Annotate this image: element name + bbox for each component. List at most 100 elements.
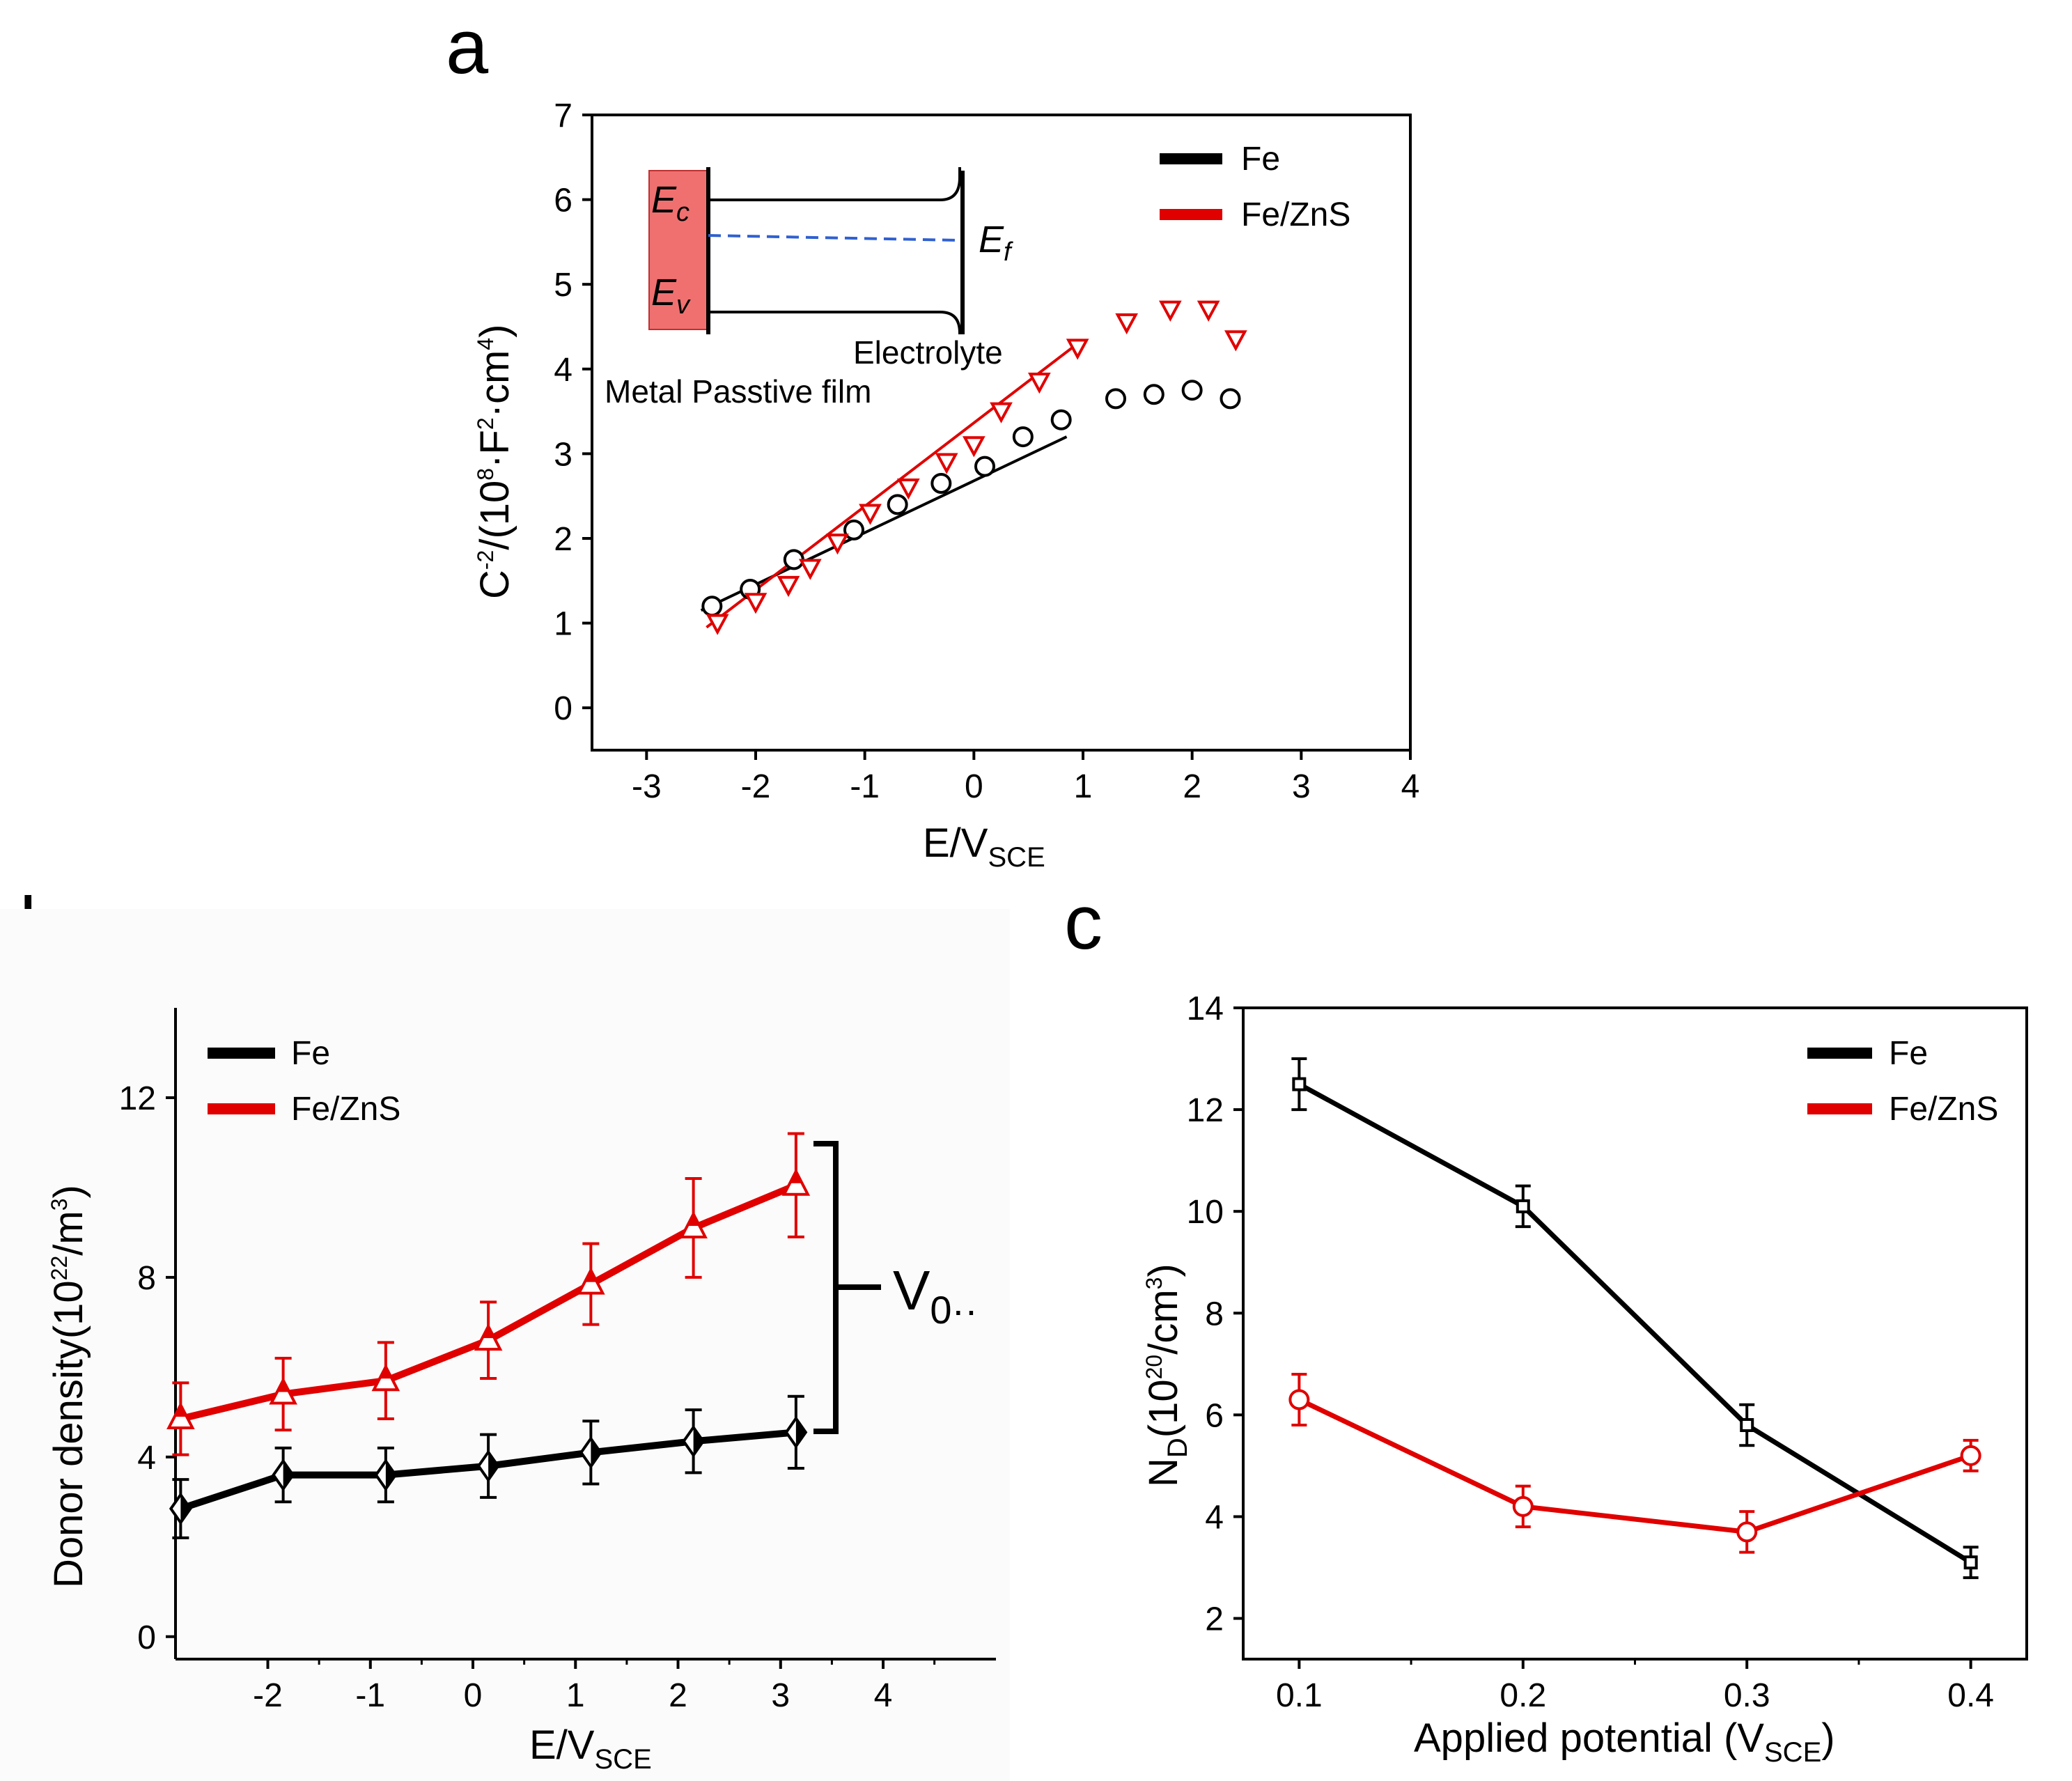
y-tick-label: 4 bbox=[137, 1440, 156, 1477]
y-tick-label: 12 bbox=[1187, 1092, 1224, 1129]
data-point-Fe/ZnS bbox=[1197, 300, 1220, 322]
data-point-Fe/ZnS bbox=[896, 479, 920, 500]
x-tick-label: 4 bbox=[1401, 768, 1420, 805]
data-point-Fe bbox=[784, 1415, 808, 1449]
panel-b-ylabel: Donor density(1022/m3) bbox=[46, 1185, 91, 1588]
band-diagram-inset: Ec Ev Ef Electrolyte Metal Passtive film bbox=[605, 167, 1013, 410]
y-tick-label: 4 bbox=[554, 352, 572, 389]
data-point-Fe bbox=[476, 1449, 500, 1483]
data-point-Fe bbox=[1050, 409, 1072, 430]
data-point-Fe/ZnS bbox=[990, 402, 1013, 423]
data-point-Fe/ZnS bbox=[1066, 339, 1089, 360]
y-tick-label: 0 bbox=[554, 690, 572, 727]
panel-a-xlabel: E/VSCE bbox=[923, 820, 1045, 873]
data-point-Fe bbox=[974, 456, 995, 477]
data-point-Fe bbox=[1105, 388, 1126, 410]
legend-a-fezns-label: Fe/ZnS bbox=[1241, 196, 1350, 233]
conduction-band bbox=[708, 167, 961, 201]
data-point-Fe bbox=[682, 1424, 706, 1458]
panel-c-markers bbox=[1288, 1077, 1981, 1570]
ev-label: Ev bbox=[651, 272, 691, 320]
panel-a-ylabel: C-2/(108·F2·cm4) bbox=[472, 325, 517, 599]
legend-c-fe-label: Fe bbox=[1889, 1035, 1928, 1072]
y-tick-label: 0 bbox=[137, 1619, 156, 1656]
data-point-Fe bbox=[1143, 384, 1164, 405]
data-point-Fe/ZnS bbox=[1512, 1495, 1534, 1517]
series-line-Fe/ZnS bbox=[1298, 1397, 1972, 1534]
data-point-Fe bbox=[1012, 426, 1034, 448]
vacancy-annotation: V0·· bbox=[893, 1259, 978, 1332]
fermi-level bbox=[708, 234, 960, 242]
legend-b-fe-label: Fe bbox=[291, 1035, 330, 1072]
electrolyte-label: Electrolyte bbox=[853, 334, 1003, 371]
data-point-Fe bbox=[272, 1459, 295, 1492]
data-point-Fe bbox=[1292, 1077, 1307, 1091]
fit-line-Fe bbox=[700, 435, 1068, 612]
legend-b-fezns-label: Fe/ZnS bbox=[291, 1091, 400, 1128]
data-point-Fe/ZnS bbox=[935, 453, 958, 474]
y-tick-label: 12 bbox=[119, 1080, 156, 1117]
data-point-Fe bbox=[1220, 388, 1241, 410]
x-tick-label: 0 bbox=[464, 1677, 483, 1714]
y-tick-label: 10 bbox=[1187, 1194, 1224, 1231]
y-tick-label: 2 bbox=[554, 521, 572, 558]
x-tick-label: -3 bbox=[632, 768, 662, 805]
data-point-Fe bbox=[579, 1436, 602, 1469]
panel-b-xlabel: E/VSCE bbox=[529, 1722, 652, 1775]
panel-a-ticks: -3 -2 -1 0 1 2 3 4 0 1 2 3 4 5 6 7 bbox=[554, 98, 1419, 805]
data-point-Fe/ZnS bbox=[781, 1168, 811, 1196]
vacancy-bracket bbox=[813, 1141, 881, 1434]
panel-c-lines bbox=[1298, 1082, 1972, 1565]
x-tick-label: 0.4 bbox=[1947, 1677, 1994, 1714]
y-tick-label: 1 bbox=[554, 606, 572, 643]
x-tick-label: 3 bbox=[771, 1677, 790, 1714]
y-tick-label: 3 bbox=[554, 436, 572, 473]
panel-a-letter: a bbox=[446, 4, 489, 90]
y-tick-label: 2 bbox=[1205, 1601, 1224, 1638]
data-point-Fe/ZnS bbox=[371, 1363, 400, 1392]
metal-block bbox=[648, 170, 709, 330]
data-point-Fe bbox=[1181, 380, 1203, 401]
data-point-Fe/ZnS bbox=[1736, 1521, 1758, 1543]
x-tick-label: -2 bbox=[741, 768, 771, 805]
y-tick-label: 14 bbox=[1187, 990, 1224, 1027]
x-tick-label: 0.1 bbox=[1276, 1677, 1323, 1714]
x-tick-label: 2 bbox=[1183, 768, 1201, 805]
data-point-Fe/ZnS bbox=[1960, 1445, 1981, 1466]
data-point-Fe/ZnS bbox=[1027, 373, 1051, 394]
y-tick-label: 6 bbox=[554, 182, 572, 219]
data-point-Fe/ZnS bbox=[474, 1323, 503, 1351]
data-point-Fe/ZnS bbox=[577, 1267, 605, 1295]
y-tick-label: 8 bbox=[137, 1260, 156, 1297]
panel-a-markers bbox=[701, 300, 1247, 635]
x-tick-label: 0 bbox=[965, 768, 983, 805]
y-tick-label: 6 bbox=[1205, 1397, 1224, 1434]
data-point-Fe/ZnS bbox=[679, 1211, 708, 1238]
data-point-Fe/ZnS bbox=[859, 504, 882, 525]
data-point-Fe bbox=[1516, 1199, 1530, 1213]
data-point-Fe bbox=[887, 494, 908, 515]
panel-c: c 0.1 0.2 0.3 0.4 2 4 6 8 10 12 14 Applied potenti… bbox=[1064, 880, 2028, 1768]
panel-c-ticks: 0.1 0.2 0.3 0.4 2 4 6 8 10 12 14 bbox=[1187, 990, 1994, 1714]
fit-line-Fe/ZnS bbox=[706, 342, 1079, 629]
ec-label: Ec bbox=[651, 179, 690, 227]
panel-c-ylabel: ND(1020/cm3) bbox=[1141, 1263, 1193, 1487]
y-tick-label: 8 bbox=[1205, 1296, 1224, 1332]
legend-a-fe-label: Fe bbox=[1241, 141, 1280, 178]
y-tick-label: 7 bbox=[554, 98, 572, 134]
panel-a-frame bbox=[591, 114, 1412, 752]
panel-a: a -3 -2 -1 0 1 2 3 4 0 1 2 3 4 5 6 7 E/VSCE C-2/(108·F2… bbox=[446, 4, 1419, 873]
data-point-Fe/ZnS bbox=[1158, 300, 1182, 322]
data-point-Fe/ZnS bbox=[962, 436, 986, 458]
data-point-Fe/ZnS bbox=[826, 534, 849, 555]
data-point-Fe/ZnS bbox=[1115, 313, 1139, 335]
data-point-Fe/ZnS bbox=[1224, 330, 1247, 352]
valence-band bbox=[708, 311, 961, 334]
data-point-Fe/ZnS bbox=[1288, 1389, 1310, 1410]
x-tick-label: 0.2 bbox=[1500, 1677, 1546, 1714]
panel-a-fit-lines bbox=[700, 342, 1079, 629]
data-point-Fe bbox=[1963, 1555, 1978, 1570]
